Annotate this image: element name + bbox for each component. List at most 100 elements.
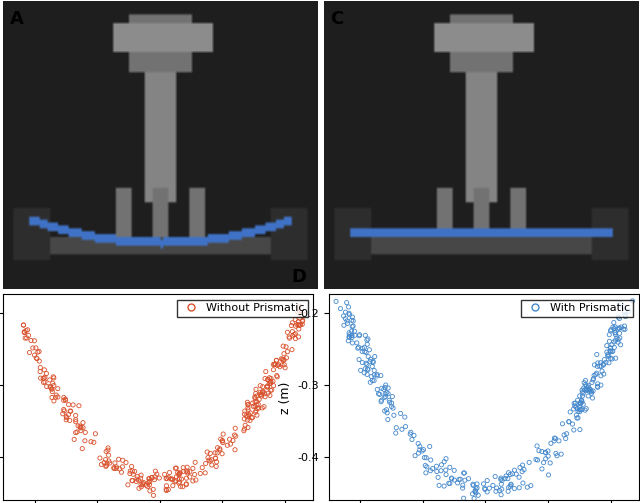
Point xyxy=(545,459,556,467)
Point xyxy=(294,302,305,310)
Point xyxy=(148,491,159,499)
Point xyxy=(154,474,164,482)
Point xyxy=(388,411,399,420)
Point xyxy=(620,311,630,319)
Point xyxy=(441,455,451,463)
Point xyxy=(599,356,609,364)
Point xyxy=(49,397,59,405)
Point xyxy=(86,438,96,446)
Point xyxy=(182,463,192,471)
Point xyxy=(248,413,258,422)
Point xyxy=(369,371,380,379)
Point xyxy=(612,325,623,333)
Point xyxy=(241,412,252,420)
Point xyxy=(185,468,195,476)
Point xyxy=(613,338,623,346)
Point xyxy=(549,437,559,445)
Point xyxy=(579,379,589,387)
Point xyxy=(618,302,628,310)
Point xyxy=(604,359,614,367)
Point xyxy=(570,402,580,410)
Point xyxy=(618,325,628,333)
Point xyxy=(243,401,253,409)
Point xyxy=(185,473,195,481)
Point xyxy=(149,476,159,484)
Point xyxy=(549,434,559,442)
Point xyxy=(571,403,581,411)
Point xyxy=(271,372,282,380)
Point xyxy=(574,403,584,411)
Point xyxy=(611,330,621,339)
Point xyxy=(292,320,302,328)
Point xyxy=(415,446,425,454)
Point xyxy=(264,380,275,388)
Point xyxy=(352,339,362,347)
Point xyxy=(161,474,171,482)
Point xyxy=(257,389,268,397)
Point xyxy=(589,361,600,369)
Point xyxy=(376,398,386,406)
Point xyxy=(22,334,32,342)
Point xyxy=(243,406,253,414)
Point xyxy=(343,337,353,345)
Point xyxy=(19,321,29,329)
Point xyxy=(297,320,307,328)
Point xyxy=(518,461,528,469)
Point xyxy=(479,480,489,488)
Point xyxy=(298,316,308,324)
Point xyxy=(609,344,620,352)
Point xyxy=(40,378,50,386)
Point xyxy=(265,377,275,385)
Point xyxy=(125,470,135,478)
Point xyxy=(230,446,240,454)
Point xyxy=(383,415,393,424)
Point xyxy=(250,398,260,406)
Point xyxy=(228,437,238,445)
Point xyxy=(588,394,598,402)
Point xyxy=(383,390,393,398)
Point xyxy=(374,390,385,398)
Point xyxy=(608,323,618,331)
Point xyxy=(200,459,211,467)
Point xyxy=(488,481,498,489)
Point xyxy=(413,449,424,457)
Point xyxy=(575,407,585,415)
Point xyxy=(262,382,273,390)
Point xyxy=(387,402,397,410)
Point xyxy=(24,349,35,357)
Point xyxy=(357,348,367,356)
Point xyxy=(217,437,227,445)
Point xyxy=(591,351,602,359)
Point xyxy=(197,464,207,472)
Point xyxy=(143,482,153,490)
Point xyxy=(38,374,48,382)
Point xyxy=(564,418,574,426)
Point xyxy=(376,372,386,380)
Point xyxy=(51,391,61,399)
Point xyxy=(573,407,583,415)
Point xyxy=(148,485,158,493)
Point xyxy=(286,321,296,329)
Point xyxy=(136,474,146,482)
Point xyxy=(268,366,278,374)
Point xyxy=(472,484,482,492)
Point xyxy=(141,481,151,489)
Point xyxy=(362,336,372,344)
Point xyxy=(179,467,189,475)
Point xyxy=(579,384,589,392)
Point xyxy=(103,446,113,454)
Point xyxy=(620,325,630,333)
Point xyxy=(367,376,378,384)
Point xyxy=(75,422,85,430)
Text: C: C xyxy=(330,10,344,28)
Point xyxy=(59,396,69,404)
Point xyxy=(614,329,625,338)
Point xyxy=(70,417,81,426)
Point xyxy=(42,370,52,378)
Point xyxy=(127,462,137,470)
Point xyxy=(77,445,88,453)
Point xyxy=(66,407,76,415)
Point xyxy=(537,465,547,473)
Point xyxy=(164,469,175,477)
Point xyxy=(246,413,257,422)
